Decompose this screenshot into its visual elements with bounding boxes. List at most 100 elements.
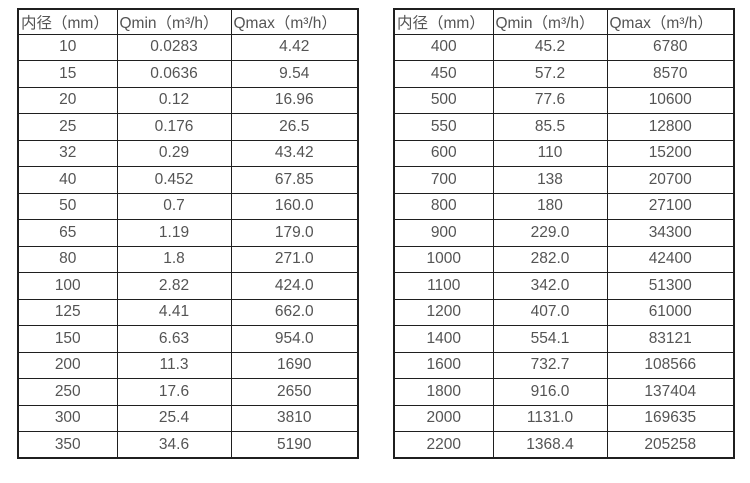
table-row: 250 17.6 2650	[17, 378, 359, 406]
table-cell: 57.2	[492, 60, 608, 88]
table-row: 15 0.0636 9.54	[17, 60, 359, 88]
table-cell: 67.85	[230, 166, 359, 194]
table-cell: 40	[17, 166, 118, 194]
table-row: 600 110 15200	[393, 139, 735, 167]
table-cell: 100	[17, 272, 118, 300]
table-cell: 407.0	[492, 298, 608, 326]
table-cell: 1.8	[116, 245, 232, 273]
table-cell: 150	[17, 325, 118, 353]
table-cell: 900	[393, 219, 494, 247]
table-cell: 1690	[230, 351, 359, 379]
flow-spec-tables: 内径（mm） Qmin（m³/h） Qmax（m³/h） 10 0.0283 4.4…	[17, 8, 735, 459]
table-row: 550 85.5 12800	[393, 113, 735, 141]
table-cell: 34.6	[116, 431, 232, 459]
table-row: 800 180 27100	[393, 192, 735, 220]
table-cell: 205258	[606, 431, 735, 459]
table-cell: 179.0	[230, 219, 359, 247]
table-cell: 200	[17, 351, 118, 379]
table-cell: 65	[17, 219, 118, 247]
table-cell: 954.0	[230, 325, 359, 353]
table-row: 700 138 20700	[393, 166, 735, 194]
table-row: 65 1.19 179.0	[17, 219, 359, 247]
table-row: 450 57.2 8570	[393, 60, 735, 88]
table-cell: 125	[17, 298, 118, 326]
table-row: 125 4.41 662.0	[17, 298, 359, 326]
table-row: 2000 1131.0 169635	[393, 404, 735, 432]
table-cell: 2.82	[116, 272, 232, 300]
table-cell: 50	[17, 192, 118, 220]
table-cell: 20	[17, 86, 118, 114]
table-cell: 0.29	[116, 139, 232, 167]
table-body: 400 45.2 6780 450 57.2 8570 500 77.6 10600 550 85.…	[393, 33, 735, 459]
table-cell: 160.0	[230, 192, 359, 220]
table-cell: 0.452	[116, 166, 232, 194]
table-cell: 15	[17, 60, 118, 88]
table-cell: 229.0	[492, 219, 608, 247]
table-cell: 77.6	[492, 86, 608, 114]
table-cell: 11.3	[116, 351, 232, 379]
table-row: 1600 732.7 108566	[393, 351, 735, 379]
table-cell: 0.12	[116, 86, 232, 114]
table-row: 1400 554.1 83121	[393, 325, 735, 353]
table-cell: 6780	[606, 33, 735, 61]
table-cell: 1368.4	[492, 431, 608, 459]
table-cell: 550	[393, 113, 494, 141]
table-cell: 26.5	[230, 113, 359, 141]
table-row: 2200 1368.4 205258	[393, 431, 735, 459]
table-cell: 600	[393, 139, 494, 167]
table-cell: 662.0	[230, 298, 359, 326]
table-cell: 42400	[606, 245, 735, 273]
table-cell: 3810	[230, 404, 359, 432]
table-cell: 137404	[606, 378, 735, 406]
table-cell: 85.5	[492, 113, 608, 141]
table-header: 内径（mm） Qmin（m³/h） Qmax（m³/h）	[393, 8, 735, 35]
table-cell: 43.42	[230, 139, 359, 167]
table-cell: 250	[17, 378, 118, 406]
table-cell: 0.176	[116, 113, 232, 141]
table-cell: 300	[17, 404, 118, 432]
table-cell: 4.42	[230, 33, 359, 61]
table-cell: 732.7	[492, 351, 608, 379]
column-header-qmin: Qmin（m³/h）	[116, 8, 232, 35]
table-row: 25 0.176 26.5	[17, 113, 359, 141]
table-row: 50 0.7 160.0	[17, 192, 359, 220]
table-cell: 169635	[606, 404, 735, 432]
table-cell: 16.96	[230, 86, 359, 114]
table-cell: 45.2	[492, 33, 608, 61]
table-row: 80 1.8 271.0	[17, 245, 359, 273]
table-cell: 20700	[606, 166, 735, 194]
table-cell: 350	[17, 431, 118, 459]
table-cell: 1131.0	[492, 404, 608, 432]
table-cell: 27100	[606, 192, 735, 220]
table-cell: 8570	[606, 60, 735, 88]
table-cell: 6.63	[116, 325, 232, 353]
table-row: 350 34.6 5190	[17, 431, 359, 459]
table-cell: 10600	[606, 86, 735, 114]
table-cell: 25.4	[116, 404, 232, 432]
table-row: 10 0.0283 4.42	[17, 33, 359, 61]
table-row: 40 0.452 67.85	[17, 166, 359, 194]
table-cell: 83121	[606, 325, 735, 353]
table-cell: 500	[393, 86, 494, 114]
table-cell: 2200	[393, 431, 494, 459]
table-row: 150 6.63 954.0	[17, 325, 359, 353]
flow-spec-table-large-diameters: 内径（mm） Qmin（m³/h） Qmax（m³/h） 400 45.2 6780…	[393, 8, 735, 459]
table-row: 32 0.29 43.42	[17, 139, 359, 167]
table-cell: 2650	[230, 378, 359, 406]
table-cell: 12800	[606, 113, 735, 141]
table-header: 内径（mm） Qmin（m³/h） Qmax（m³/h）	[17, 8, 359, 35]
table-cell: 916.0	[492, 378, 608, 406]
table-cell: 1000	[393, 245, 494, 273]
table-cell: 108566	[606, 351, 735, 379]
table-cell: 1200	[393, 298, 494, 326]
table-cell: 1600	[393, 351, 494, 379]
table-cell: 51300	[606, 272, 735, 300]
table-row: 900 229.0 34300	[393, 219, 735, 247]
table-row: 1200 407.0 61000	[393, 298, 735, 326]
table-cell: 271.0	[230, 245, 359, 273]
table-cell: 1400	[393, 325, 494, 353]
table-cell: 800	[393, 192, 494, 220]
table-cell: 180	[492, 192, 608, 220]
table-row: 1000 282.0 42400	[393, 245, 735, 273]
column-header-diameter: 内径（mm）	[17, 8, 118, 35]
